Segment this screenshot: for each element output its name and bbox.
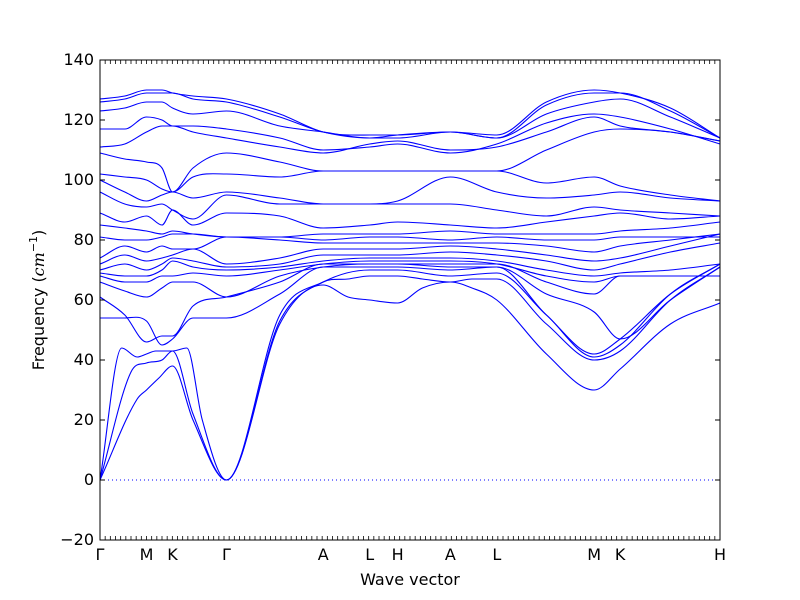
y-axis-label-unit: cm <box>29 252 48 276</box>
phonon-band-line <box>99 221 721 238</box>
x-tick-label: M <box>140 545 154 564</box>
x-tick-label: L <box>365 545 374 564</box>
x-tick-label: A <box>318 545 329 564</box>
y-axis-label: Frequency (cm−1) <box>27 230 48 371</box>
phonon-band-line <box>99 92 721 139</box>
y-tick-label: 120 <box>63 110 94 129</box>
y-tick-label: 100 <box>63 170 94 189</box>
x-tick-label: K <box>615 545 626 564</box>
phonon-band-line <box>99 89 721 139</box>
phonon-band-line <box>99 233 721 259</box>
x-tick-label: A <box>445 545 456 564</box>
y-axis-label-prefix: Frequency ( <box>29 276 48 370</box>
phonon-band-line <box>99 263 720 298</box>
y-axis-ticks: −20 0 20 40 60 80 100 120 140 <box>60 50 720 549</box>
x-tick-label: Γ <box>96 545 105 564</box>
phonon-band-line <box>99 281 721 481</box>
phonon-band-line <box>99 209 721 229</box>
x-tick-label: Γ <box>222 545 231 564</box>
x-tick-label: L <box>492 545 501 564</box>
y-tick-label: 40 <box>74 350 94 369</box>
axes-frame <box>99 59 721 541</box>
phonon-band-line <box>99 260 720 283</box>
phonon-band-line <box>99 266 721 481</box>
phonon-band-line <box>99 233 721 265</box>
phonon-band-line <box>99 257 721 277</box>
plot-area <box>99 89 721 481</box>
x-tick-label: H <box>392 545 404 564</box>
phonon-band-line <box>99 242 721 271</box>
y-tick-label: 80 <box>74 230 94 249</box>
y-tick-label: 20 <box>74 410 94 429</box>
phonon-band-line <box>99 233 720 241</box>
x-tick-label: H <box>714 545 726 564</box>
y-axis-label-exponent: −1 <box>27 236 40 252</box>
phonon-band-line <box>99 263 721 481</box>
phonon-band-line <box>100 263 721 355</box>
x-axis-label: Wave vector <box>360 570 460 589</box>
phonon-band-line <box>99 176 721 205</box>
y-tick-label: 0 <box>84 470 94 489</box>
y-tick-label: 140 <box>63 50 94 69</box>
y-tick-label: 60 <box>74 290 94 309</box>
x-tick-label: K <box>167 545 178 564</box>
y-axis-label-suffix: ) <box>29 230 48 236</box>
phonon-band-line <box>99 113 721 154</box>
phonon-band-line <box>99 98 721 139</box>
y-tick-label: −20 <box>60 530 94 549</box>
x-tick-label: M <box>587 545 601 564</box>
phonon-band-line <box>99 128 721 193</box>
